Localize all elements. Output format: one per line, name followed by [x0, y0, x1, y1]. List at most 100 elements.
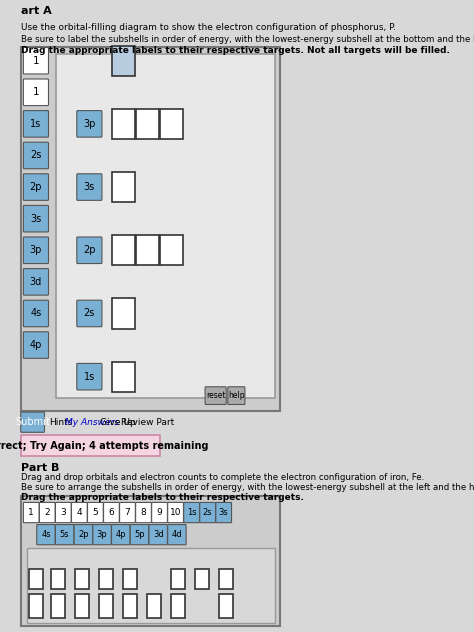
- Bar: [99, 594, 113, 618]
- Text: Be sure to label the subshells in order of energy, with the lowest-energy subshe: Be sure to label the subshells in order …: [21, 35, 474, 44]
- FancyBboxPatch shape: [77, 111, 102, 137]
- FancyBboxPatch shape: [228, 387, 245, 404]
- Text: 5s: 5s: [60, 530, 70, 539]
- Text: 3d: 3d: [153, 530, 164, 539]
- Bar: [136, 109, 159, 139]
- Text: 5: 5: [92, 508, 98, 517]
- FancyBboxPatch shape: [23, 79, 48, 106]
- FancyBboxPatch shape: [200, 502, 216, 523]
- Bar: [160, 109, 183, 139]
- Bar: [160, 235, 183, 265]
- Text: 2p: 2p: [78, 530, 89, 539]
- Text: 3d: 3d: [30, 277, 42, 287]
- Bar: [171, 569, 185, 589]
- FancyBboxPatch shape: [168, 502, 183, 523]
- Text: 5p: 5p: [134, 530, 145, 539]
- FancyBboxPatch shape: [77, 300, 102, 327]
- Text: My Answers: My Answers: [65, 418, 119, 427]
- FancyBboxPatch shape: [21, 412, 45, 432]
- FancyBboxPatch shape: [149, 525, 167, 545]
- FancyBboxPatch shape: [23, 47, 48, 74]
- Bar: [112, 46, 135, 76]
- Bar: [136, 235, 159, 265]
- Text: help: help: [228, 391, 245, 400]
- FancyBboxPatch shape: [130, 525, 149, 545]
- FancyBboxPatch shape: [88, 502, 103, 523]
- Bar: [123, 569, 137, 589]
- Text: 4s: 4s: [41, 530, 51, 539]
- Text: reset: reset: [206, 391, 226, 400]
- FancyBboxPatch shape: [23, 111, 48, 137]
- Bar: [21, 496, 281, 626]
- Bar: [112, 235, 135, 265]
- Text: 3s: 3s: [219, 508, 228, 517]
- FancyBboxPatch shape: [72, 502, 87, 523]
- Text: Part B: Part B: [21, 463, 60, 473]
- Bar: [112, 362, 135, 392]
- Bar: [29, 569, 43, 589]
- Text: 6: 6: [109, 508, 114, 517]
- Text: 3: 3: [61, 508, 66, 517]
- Bar: [27, 548, 275, 623]
- Text: 3p: 3p: [30, 245, 42, 255]
- Text: 1: 1: [33, 56, 39, 66]
- Text: art A: art A: [21, 6, 52, 16]
- Text: 2s: 2s: [203, 508, 212, 517]
- FancyBboxPatch shape: [77, 237, 102, 264]
- Text: Be sure to arrange the subshells in order of energy, with the lowest-energy subs: Be sure to arrange the subshells in orde…: [21, 483, 474, 492]
- FancyBboxPatch shape: [23, 332, 48, 358]
- Bar: [112, 298, 135, 329]
- FancyBboxPatch shape: [23, 269, 48, 295]
- Bar: [51, 569, 64, 589]
- Bar: [21, 47, 281, 411]
- Bar: [75, 594, 89, 618]
- Text: 1s: 1s: [84, 372, 95, 382]
- Text: 3p: 3p: [83, 119, 96, 129]
- Text: 3p: 3p: [97, 530, 108, 539]
- FancyBboxPatch shape: [23, 300, 48, 327]
- Text: Use the orbital-filling diagram to show the electron configuration of phosphorus: Use the orbital-filling diagram to show …: [21, 23, 396, 32]
- Bar: [112, 109, 135, 139]
- Text: 2s: 2s: [84, 308, 95, 319]
- Text: 4p: 4p: [30, 340, 42, 350]
- FancyBboxPatch shape: [77, 363, 102, 390]
- Text: 4d: 4d: [172, 530, 182, 539]
- FancyBboxPatch shape: [55, 502, 71, 523]
- Text: 10: 10: [170, 508, 182, 517]
- Text: 2p: 2p: [30, 182, 42, 192]
- Text: 3s: 3s: [84, 182, 95, 192]
- FancyBboxPatch shape: [23, 205, 48, 232]
- FancyBboxPatch shape: [216, 502, 232, 523]
- Text: 8: 8: [141, 508, 146, 517]
- FancyBboxPatch shape: [37, 525, 55, 545]
- Bar: [123, 594, 137, 618]
- FancyBboxPatch shape: [77, 174, 102, 200]
- Text: 1: 1: [28, 508, 34, 517]
- FancyBboxPatch shape: [136, 502, 151, 523]
- Bar: [171, 594, 185, 618]
- FancyBboxPatch shape: [39, 502, 55, 523]
- FancyBboxPatch shape: [168, 525, 186, 545]
- FancyBboxPatch shape: [103, 502, 119, 523]
- Bar: [195, 569, 209, 589]
- Bar: [75, 569, 89, 589]
- Bar: [112, 172, 135, 202]
- Text: 1: 1: [33, 87, 39, 97]
- FancyBboxPatch shape: [23, 237, 48, 264]
- Bar: [29, 594, 43, 618]
- Text: Give Up: Give Up: [100, 418, 136, 427]
- Text: 4p: 4p: [116, 530, 126, 539]
- Text: 1s: 1s: [187, 508, 196, 517]
- Text: Drag and drop orbitals and electron counts to complete the electron configuratio: Drag and drop orbitals and electron coun…: [21, 473, 425, 482]
- Text: Submit: Submit: [15, 417, 50, 427]
- Text: 7: 7: [125, 508, 130, 517]
- FancyBboxPatch shape: [184, 502, 200, 523]
- Text: 9: 9: [157, 508, 163, 517]
- Text: 2s: 2s: [30, 150, 42, 161]
- Bar: [147, 594, 161, 618]
- Text: Drag the appropriate labels to their respective targets. Not all targets will be: Drag the appropriate labels to their res…: [21, 46, 450, 55]
- FancyBboxPatch shape: [55, 525, 74, 545]
- FancyBboxPatch shape: [119, 502, 136, 523]
- Text: 4s: 4s: [30, 308, 42, 319]
- FancyBboxPatch shape: [23, 142, 48, 169]
